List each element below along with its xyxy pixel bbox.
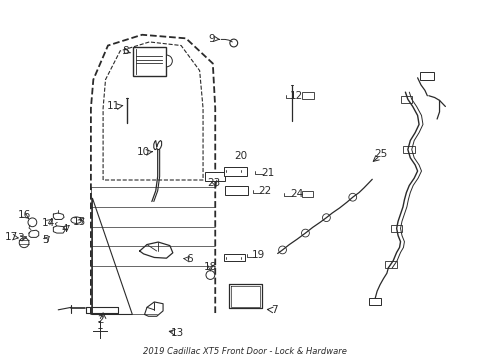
- Bar: [390, 225, 402, 232]
- Circle shape: [301, 229, 309, 237]
- Text: 8: 8: [122, 46, 128, 56]
- Bar: [403, 146, 414, 153]
- Bar: [419, 72, 433, 80]
- Text: 15: 15: [73, 217, 86, 227]
- Bar: [205, 172, 224, 181]
- Text: 21: 21: [260, 168, 273, 178]
- Bar: [368, 298, 380, 305]
- Bar: [302, 93, 314, 99]
- Text: 9: 9: [207, 34, 214, 44]
- Circle shape: [278, 246, 286, 254]
- Text: 6: 6: [186, 254, 193, 264]
- Wedge shape: [166, 55, 172, 67]
- Text: 13: 13: [171, 328, 184, 338]
- Circle shape: [229, 39, 237, 47]
- Circle shape: [205, 271, 214, 279]
- Text: 22: 22: [258, 186, 271, 197]
- Text: 18: 18: [203, 262, 217, 272]
- Text: 24: 24: [289, 189, 303, 199]
- Text: 4: 4: [61, 225, 68, 234]
- Text: 25: 25: [374, 149, 387, 159]
- Bar: [224, 186, 248, 195]
- Text: 17: 17: [5, 232, 18, 242]
- Text: 7: 7: [270, 305, 277, 315]
- Text: 10: 10: [136, 147, 149, 157]
- Bar: [384, 261, 396, 268]
- Text: 12: 12: [289, 91, 302, 101]
- Bar: [302, 191, 312, 197]
- Text: 16: 16: [18, 210, 31, 220]
- Text: 3: 3: [17, 233, 23, 243]
- Text: 2: 2: [97, 315, 103, 325]
- Bar: [224, 167, 247, 176]
- Text: 5: 5: [42, 235, 49, 245]
- Text: 14: 14: [41, 218, 55, 228]
- Text: 19: 19: [251, 250, 264, 260]
- Circle shape: [19, 238, 29, 248]
- Circle shape: [28, 218, 37, 227]
- Circle shape: [322, 214, 330, 221]
- Bar: [400, 96, 411, 103]
- Bar: [224, 254, 244, 261]
- Circle shape: [348, 193, 356, 201]
- Bar: [133, 47, 166, 76]
- Text: 23: 23: [207, 178, 220, 188]
- Ellipse shape: [71, 217, 81, 224]
- Text: 1: 1: [97, 321, 103, 331]
- Text: 20: 20: [234, 150, 246, 161]
- Text: 2019 Cadillac XT5 Front Door - Lock & Hardware: 2019 Cadillac XT5 Front Door - Lock & Ha…: [142, 347, 346, 356]
- Text: 11: 11: [107, 102, 120, 112]
